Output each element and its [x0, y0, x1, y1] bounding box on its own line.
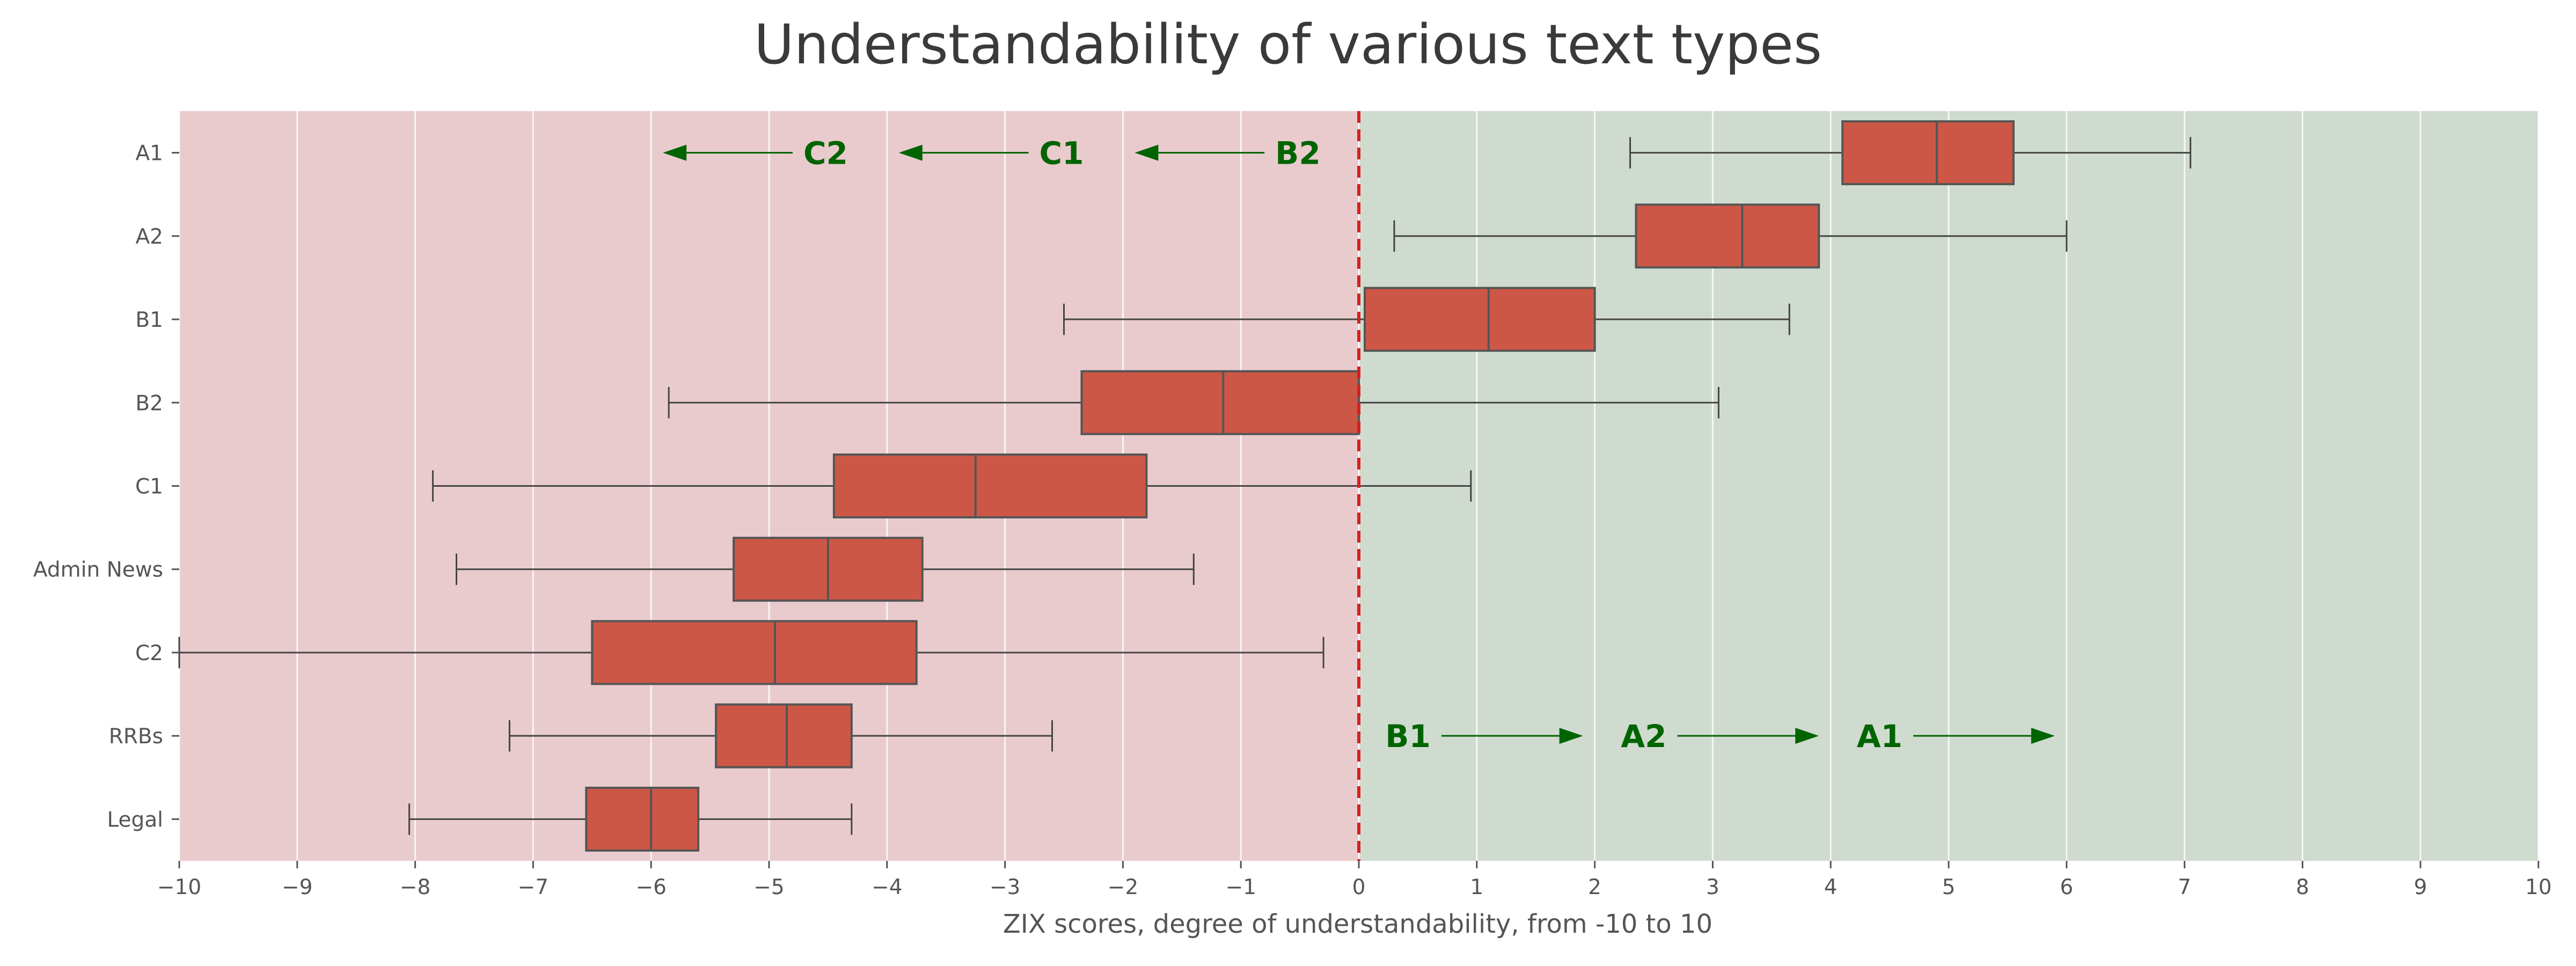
annotation-b1: B1 — [1385, 718, 1583, 755]
y-tick-label: C2 — [135, 641, 163, 665]
box-rrbs — [508, 703, 1053, 769]
box-iqr — [585, 786, 700, 852]
annotation-label: B1 — [1385, 718, 1431, 755]
annotation-c1: C1 — [898, 135, 1084, 172]
annotation-a1: A1 — [1857, 718, 2055, 755]
x-tick-label: −4 — [872, 875, 903, 899]
y-tick-label: B2 — [135, 391, 163, 415]
box-admin-news — [456, 537, 1195, 602]
box-iqr — [1080, 370, 1360, 435]
box-layer — [178, 120, 2192, 852]
x-tick-label: 9 — [2414, 875, 2427, 899]
x-tick-label: −8 — [400, 875, 431, 899]
x-tick-label: 0 — [1352, 875, 1366, 899]
annotation-label: C2 — [803, 135, 848, 172]
annotation-a2: A2 — [1621, 718, 1819, 755]
y-tick-label: RRBs — [109, 724, 163, 749]
x-tick-label: −5 — [753, 875, 785, 899]
annotation-label: A1 — [1857, 718, 1902, 755]
annotation-arrow-head — [1135, 144, 1159, 161]
x-tick-label: −6 — [635, 875, 667, 899]
x-tick-label: 6 — [2060, 875, 2073, 899]
annotation-label: C1 — [1040, 135, 1084, 172]
box-iqr — [591, 620, 918, 685]
box-a1 — [1629, 120, 2192, 186]
chart-title: Understandability of various text types — [754, 13, 1822, 77]
y-tick-label: C1 — [135, 475, 163, 499]
y-tick-label: A1 — [136, 142, 164, 166]
x-tick-label: 8 — [2296, 875, 2309, 899]
x-tick-label: −3 — [990, 875, 1021, 899]
box-b1 — [1063, 287, 1790, 352]
x-tick-label: −10 — [157, 875, 201, 899]
annotation-label: B2 — [1275, 135, 1321, 172]
box-c1 — [432, 453, 1472, 518]
annotation-arrow-head — [2031, 728, 2055, 744]
y-tick-label: A2 — [136, 225, 164, 249]
annotation-b2: B2 — [1135, 135, 1321, 172]
box-iqr — [1635, 203, 1820, 269]
x-tick-label: −2 — [1108, 875, 1139, 899]
x-tick-label: 4 — [1824, 875, 1838, 899]
x-tick-label: 2 — [1588, 875, 1601, 899]
annotation-c2: C2 — [663, 135, 848, 172]
annotation-layer: C2 C1 B2 B1 A2 A1 — [663, 135, 2055, 755]
x-tick-label: −1 — [1225, 875, 1256, 899]
x-tick-label: 7 — [2178, 875, 2191, 899]
box-b2 — [668, 370, 1719, 435]
annotation-arrow-head — [663, 144, 687, 161]
box-a2 — [1393, 203, 2068, 269]
x-tick-label: −9 — [282, 875, 313, 899]
x-tick-label: 5 — [1942, 875, 1956, 899]
x-tick-label: 10 — [2525, 875, 2552, 899]
annotation-label: A2 — [1621, 718, 1666, 755]
y-tick-label: Admin News — [33, 558, 163, 582]
box-iqr — [832, 453, 1148, 518]
y-tick-label: B1 — [135, 308, 163, 332]
y-tick-label: Legal — [107, 808, 163, 832]
annotation-arrow-head — [1559, 728, 1583, 744]
x-tick-label: −7 — [518, 875, 549, 899]
box-iqr — [1363, 287, 1596, 352]
box-legal — [408, 786, 853, 852]
y-tick-labels: A1 A2 B1 B2 C1 Admin News C2 RRBs Legal — [33, 142, 179, 832]
box-c2 — [178, 620, 1324, 685]
annotation-arrow-head — [898, 144, 923, 161]
x-tick-label: 1 — [1470, 875, 1483, 899]
x-axis-label: ZIX scores, degree of understandability,… — [1003, 909, 1713, 939]
x-tick-labels: −10 −9 −8 −7 −6 −5 −4 −3 −2 −1 0 1 2 3 4 5 6 7 8 9 10 — [157, 861, 2552, 899]
x-tick-label: 3 — [1706, 875, 1719, 899]
box-iqr — [715, 703, 853, 769]
annotation-arrow-head — [1795, 728, 1819, 744]
box-iqr — [1841, 120, 2015, 186]
